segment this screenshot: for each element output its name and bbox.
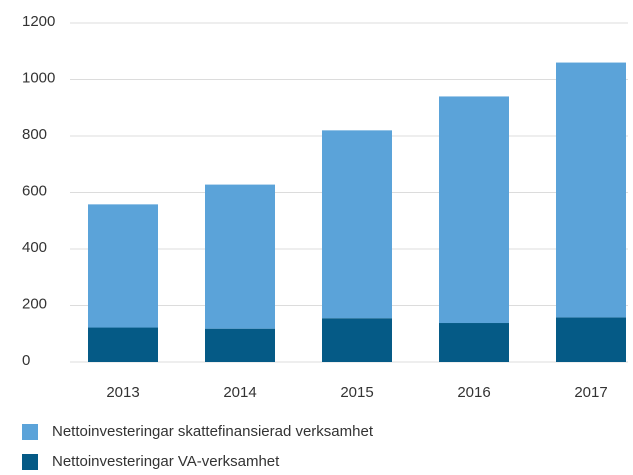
bar-segment — [556, 62, 626, 318]
bar-segment — [205, 328, 275, 362]
bar-segment — [205, 184, 275, 329]
y-tick-label: 600 — [22, 182, 47, 199]
bar-segment — [88, 327, 158, 362]
bar-segment — [322, 318, 392, 362]
x-tick-label: 2017 — [574, 384, 607, 401]
y-tick-label: 800 — [22, 126, 47, 143]
y-tick-label: 1000 — [22, 69, 55, 86]
x-tick-label: 2016 — [457, 384, 490, 401]
bar-segment — [322, 130, 392, 319]
legend-swatch — [22, 424, 38, 440]
bar-segment — [439, 96, 509, 324]
legend-swatch — [22, 454, 38, 470]
x-tick-label: 2013 — [106, 384, 139, 401]
y-tick-label: 400 — [22, 239, 47, 256]
y-tick-label: 1200 — [22, 13, 55, 30]
y-tick-label: 200 — [22, 295, 47, 312]
x-tick-label: 2015 — [340, 384, 373, 401]
bar-segment — [88, 204, 158, 328]
y-tick-label: 0 — [22, 352, 30, 369]
legend-label: Nettoinvesteringar skattefinansierad ver… — [52, 423, 374, 440]
legend-label: Nettoinvesteringar VA-verksamhet — [52, 453, 280, 470]
bar-segment — [439, 323, 509, 362]
bar-segment — [556, 317, 626, 362]
x-tick-label: 2014 — [223, 384, 256, 401]
